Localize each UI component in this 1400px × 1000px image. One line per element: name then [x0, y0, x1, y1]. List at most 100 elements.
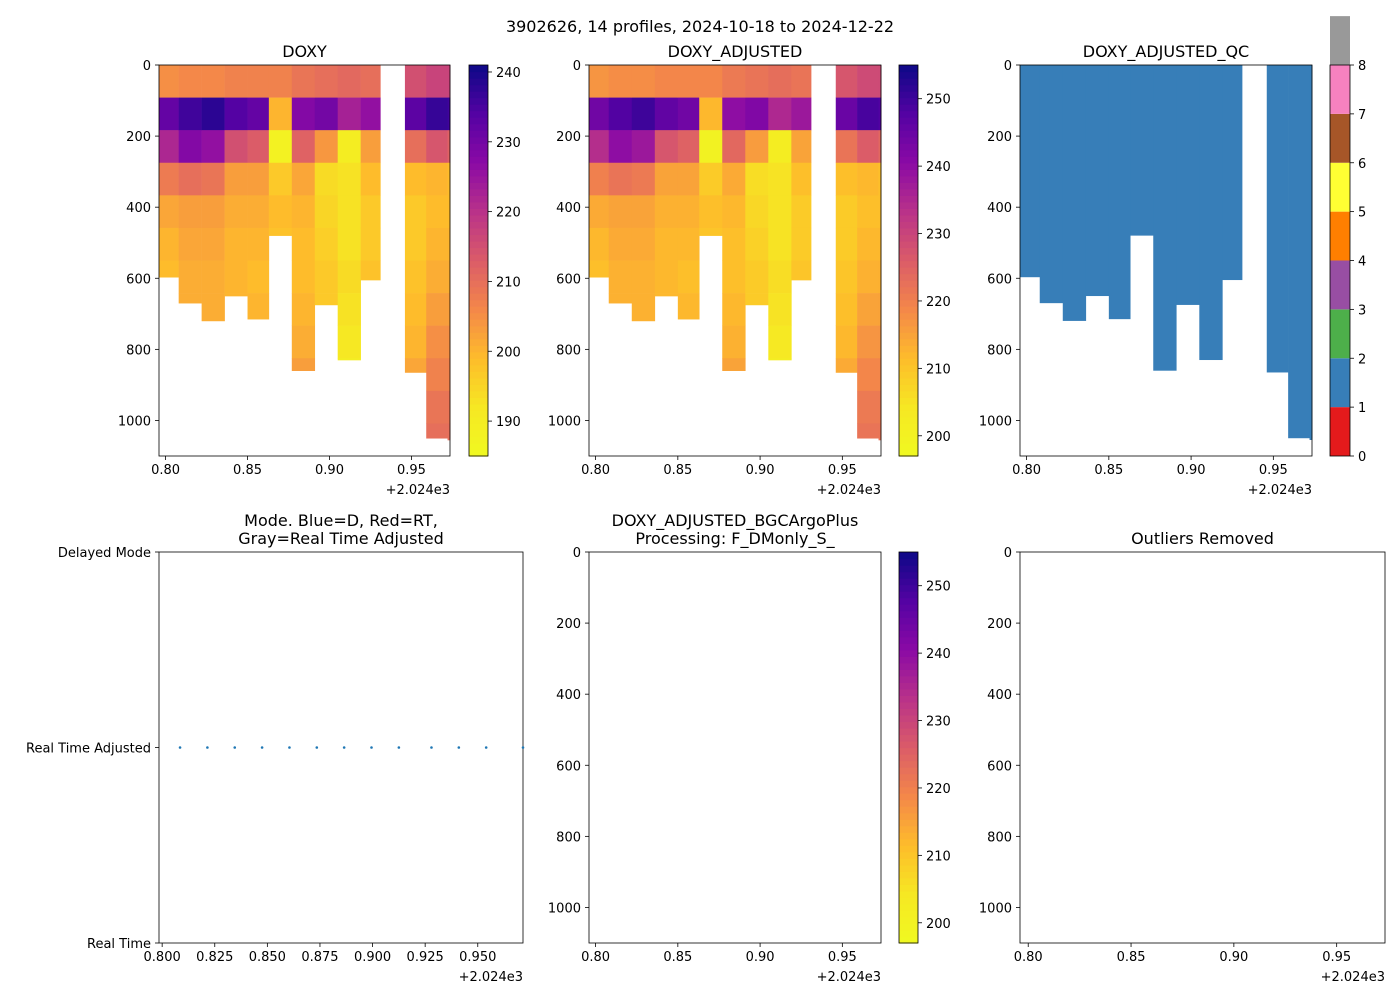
x-tick-label: 0.90	[746, 950, 775, 965]
profile-cell	[426, 325, 451, 359]
y-tick-label: 800	[987, 343, 1012, 358]
colorbar-gradient-step	[469, 240, 488, 249]
colorbar-gradient-step	[469, 416, 488, 425]
profile-cell	[791, 65, 812, 98]
profile-cell	[768, 65, 792, 98]
colorbar-segment	[1330, 260, 1350, 310]
x-offset-label: +2.024e3	[817, 483, 881, 498]
colorbar-gradient-step	[899, 754, 918, 762]
profile-cell	[201, 97, 225, 131]
colorbar-tick-label: 7	[1358, 108, 1366, 123]
colorbar-gradient-step	[899, 708, 918, 716]
colorbar-gradient-step	[469, 247, 488, 255]
colorbar-gradient-step	[469, 182, 488, 190]
profile-cell	[404, 325, 427, 359]
colorbar-tick-label: 210	[926, 362, 951, 377]
colorbar-tick-label: 220	[926, 295, 951, 310]
colorbar-gradient-step	[899, 714, 918, 723]
y-tick-label: 600	[987, 759, 1012, 774]
y-category-label: Delayed Mode	[58, 546, 151, 561]
qc-profile-bar	[1153, 65, 1177, 371]
plot-frame	[588, 551, 882, 944]
colorbar-gradient-step	[469, 325, 488, 333]
profile-cell	[608, 293, 633, 304]
colorbar-tick-label: 0	[1358, 450, 1366, 465]
profile-cell	[654, 65, 679, 98]
profile-cell	[337, 195, 361, 229]
colorbar-gradient-step	[899, 740, 918, 749]
colorbar-segment	[1330, 162, 1350, 212]
profile-cell	[699, 195, 723, 229]
profile-cell	[745, 195, 769, 229]
colorbar-gradient-step	[899, 806, 918, 814]
profile-cell	[654, 162, 679, 196]
profile-cell	[878, 325, 882, 359]
colorbar-gradient-step	[899, 65, 918, 73]
profile-cell	[631, 227, 656, 261]
y-tick-label: 200	[556, 130, 581, 145]
profile-cell	[224, 97, 248, 131]
qc-profile-bar	[1085, 65, 1110, 297]
colorbar-gradient-step	[469, 169, 488, 177]
profile-cell	[589, 130, 610, 164]
colorbar-gradient-step	[899, 845, 918, 853]
profile-cell	[857, 162, 882, 196]
profile-cell	[835, 97, 858, 131]
profile-cell	[268, 227, 293, 236]
profile-cell	[878, 65, 882, 98]
colorbar-gradient-step	[899, 636, 918, 644]
colorbar-tick-label: 3	[1358, 303, 1366, 318]
profile-cell	[722, 358, 746, 371]
x-tick-label: 0.95	[1259, 463, 1288, 478]
profile-cell	[291, 97, 316, 131]
profile-cell	[722, 65, 746, 98]
colorbar-gradient-step	[899, 727, 918, 736]
colorbar-gradient-step	[469, 123, 488, 131]
x-tick-label: 0.85	[1117, 950, 1146, 965]
mode-point	[430, 746, 433, 749]
colorbar-gradient-step	[469, 423, 488, 431]
y-tick-label: 400	[556, 201, 581, 216]
colorbar-gradient-step	[469, 234, 488, 242]
colorbar-gradient-step	[899, 552, 918, 560]
profile-cell	[404, 358, 427, 373]
profile-cell	[677, 260, 700, 294]
qc-profile-bar	[1309, 65, 1313, 441]
profile-cell	[722, 227, 746, 261]
profile-cell	[291, 325, 316, 359]
colorbar-gradient-step	[469, 221, 488, 229]
colorbar-gradient-step	[899, 286, 918, 294]
colorbar-gradient-step	[469, 410, 488, 418]
profile-cell	[291, 293, 316, 326]
colorbar-gradient-step	[899, 825, 918, 833]
profile-cell	[360, 97, 381, 131]
colorbar-gradient-step	[899, 71, 918, 79]
colorbar-tick-label: 240	[496, 66, 521, 81]
profile-cell	[608, 260, 633, 294]
panel-doxy-adjusted: DOXY_ADJUSTED 0.80 0.85 0.90 0.95 +2.024e3 0 2…	[548, 42, 951, 498]
qc-profile-bar	[1288, 65, 1313, 439]
profile-cell	[878, 293, 882, 326]
colorbar-gradient-step	[899, 319, 918, 327]
profile-cell	[745, 260, 769, 294]
colorbar-gradient-step	[899, 832, 918, 840]
profile-cell	[835, 195, 858, 229]
profile-cell	[201, 293, 225, 322]
colorbar-gradient-step	[899, 280, 918, 288]
colorbar-gradient-step	[469, 358, 488, 366]
profile-cell	[426, 195, 451, 229]
colorbar-gradient-step	[899, 571, 918, 579]
colorbar-gradient-step	[899, 617, 918, 625]
colorbar-gradient-step	[899, 130, 918, 138]
x-offset-label: +2.024e3	[1248, 483, 1312, 498]
mode-point	[315, 746, 319, 749]
colorbar-tick-label: 2	[1358, 352, 1366, 367]
colorbar-gradient-step	[469, 208, 488, 216]
colorbar-gradient-step	[899, 858, 918, 866]
colorbar-gradient-step	[469, 156, 488, 164]
x-tick-label: 0.825	[196, 950, 233, 965]
profile-cell	[768, 227, 792, 261]
profile-cell	[745, 162, 769, 196]
colorbar-gradient-step	[899, 123, 918, 131]
profile-cell	[178, 293, 202, 304]
